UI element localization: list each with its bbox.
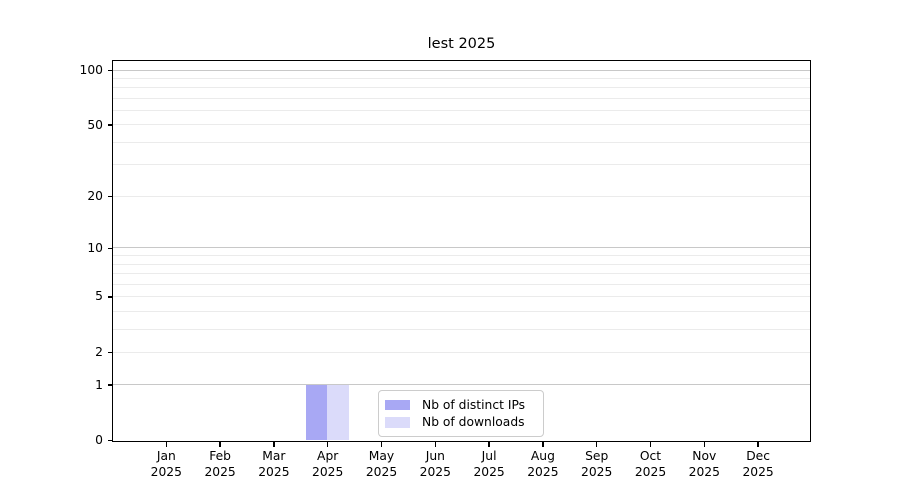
- legend-swatch-downloads: [385, 417, 410, 428]
- y-axis-tick: [107, 195, 112, 197]
- x-tick-label: Sep 2025: [557, 449, 637, 480]
- x-tick-label: Apr 2025: [288, 449, 368, 480]
- x-axis-tick: [649, 442, 652, 447]
- legend-item-downloads: Nb of downloads: [385, 414, 535, 430]
- y-tick-label: 50: [87, 117, 103, 132]
- x-tick-month: Sep: [585, 449, 609, 463]
- x-tick-year: 2025: [150, 464, 182, 479]
- y-axis-tick: [107, 69, 112, 71]
- x-axis-tick: [434, 442, 436, 447]
- y-gridline-minor: [113, 351, 810, 353]
- x-tick-year: 2025: [204, 464, 236, 479]
- x-tick-year: 2025: [473, 464, 505, 479]
- x-tick-year: 2025: [365, 464, 398, 479]
- y-gridline-minor: [113, 255, 810, 257]
- y-tick-label: 20: [87, 188, 103, 203]
- x-axis-tick: [327, 442, 329, 447]
- x-axis-tick: [703, 442, 705, 447]
- x-tick-label: Jul 2025: [449, 449, 529, 480]
- y-gridline-major: [113, 247, 810, 249]
- x-axis-tick: [273, 442, 275, 447]
- y-tick-label: 10: [87, 240, 103, 255]
- x-tick-month: May: [368, 449, 395, 463]
- y-axis-tick: [107, 351, 112, 354]
- y-gridline-minor: [113, 141, 810, 143]
- x-tick-label: Dec 2025: [718, 449, 798, 480]
- legend-label-downloads: Nb of downloads: [422, 415, 525, 430]
- y-axis-tick: [107, 440, 112, 442]
- x-tick-year: 2025: [527, 464, 559, 479]
- y-gridline-minor: [113, 263, 810, 265]
- y-axis-tick: [107, 296, 112, 298]
- x-axis-tick: [380, 442, 383, 447]
- x-tick-month: Jan: [156, 449, 176, 463]
- y-gridline-minor: [113, 97, 810, 99]
- legend: Nb of distinct IPs Nb of downloads: [378, 390, 544, 437]
- x-tick-month: Oct: [639, 449, 662, 463]
- x-tick-year: 2025: [688, 464, 720, 479]
- y-gridline-major: [113, 69, 810, 71]
- x-axis-tick: [757, 442, 759, 447]
- y-gridline-minor: [113, 164, 810, 166]
- x-tick-month: Mar: [262, 449, 286, 463]
- y-tick-label: 0: [95, 433, 103, 448]
- x-tick-year: 2025: [258, 464, 290, 479]
- legend-swatch-distinct-ips: [385, 399, 410, 410]
- x-axis-tick: [488, 442, 490, 447]
- y-tick-label: 5: [95, 289, 103, 304]
- x-tick-label: Oct 2025: [611, 449, 691, 480]
- y-tick-label: 100: [79, 62, 103, 77]
- y-gridline-minor: [113, 124, 810, 126]
- x-axis-tick: [596, 442, 598, 447]
- x-axis-tick: [165, 442, 167, 447]
- x-tick-label: Feb 2025: [180, 449, 260, 480]
- x-tick-label: Aug 2025: [503, 449, 583, 480]
- y-gridline-minor: [113, 273, 810, 274]
- y-gridline-minor: [113, 109, 810, 111]
- plot-area: [112, 60, 811, 442]
- x-tick-month: Nov: [692, 449, 717, 463]
- y-gridline-minor: [113, 283, 810, 285]
- x-tick-label: Jun 2025: [395, 449, 475, 480]
- x-tick-label: Jan 2025: [126, 449, 206, 480]
- bar-downloads: [327, 384, 349, 441]
- x-tick-year: 2025: [581, 464, 613, 479]
- y-tick-label: 1: [95, 377, 103, 392]
- y-axis-tick: [107, 124, 112, 126]
- x-tick-year: 2025: [312, 464, 344, 479]
- y-gridline-minor: [113, 328, 810, 330]
- y-gridline-minor: [113, 87, 810, 89]
- x-tick-label: May 2025: [342, 449, 422, 480]
- x-tick-month: Apr: [317, 449, 339, 463]
- legend-label-distinct-ips: Nb of distinct IPs: [422, 397, 526, 412]
- x-tick-year: 2025: [634, 464, 667, 479]
- y-gridline-major: [113, 384, 810, 386]
- y-axis-tick: [107, 247, 112, 249]
- y-axis-tick: [107, 384, 112, 386]
- x-tick-month: Dec: [746, 449, 770, 463]
- bar-distinct-ips: [306, 384, 328, 441]
- x-tick-month: Feb: [209, 449, 231, 463]
- y-gridline-minor: [113, 195, 810, 197]
- y-gridline-minor: [113, 77, 810, 79]
- chart-title: lest 2025: [427, 36, 496, 52]
- y-tick-label: 2: [95, 345, 103, 360]
- x-tick-month: Jul: [481, 449, 497, 463]
- x-tick-month: Aug: [530, 449, 555, 463]
- y-gridline-minor: [113, 310, 810, 312]
- x-tick-label: Mar 2025: [234, 449, 314, 480]
- x-tick-label: Nov 2025: [664, 449, 744, 480]
- x-tick-month: Jun: [425, 449, 445, 463]
- x-tick-year: 2025: [742, 464, 774, 479]
- x-tick-year: 2025: [419, 464, 451, 479]
- x-axis-tick: [542, 442, 544, 447]
- legend-item-distinct-ips: Nb of distinct IPs: [385, 397, 535, 413]
- y-gridline-minor: [113, 296, 810, 298]
- x-axis-tick: [219, 442, 221, 447]
